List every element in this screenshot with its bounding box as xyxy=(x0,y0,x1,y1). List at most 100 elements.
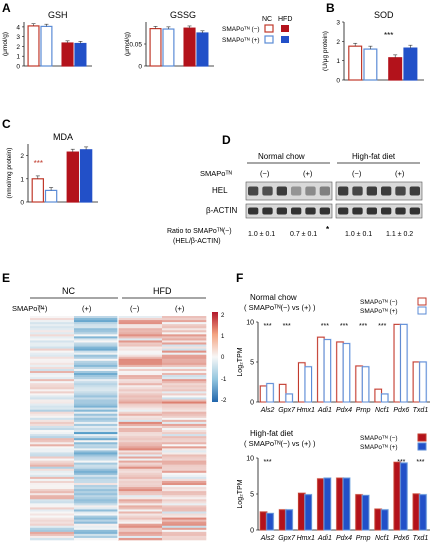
heatmap-cell xyxy=(118,464,163,467)
significance-mark: *** xyxy=(340,323,348,330)
bar xyxy=(285,509,293,531)
heatmap-cell xyxy=(162,421,207,425)
heatmap-cell xyxy=(74,503,119,506)
heatmap-cell xyxy=(162,358,207,362)
heatmap-cell xyxy=(118,497,163,500)
heatmap-cell xyxy=(30,356,75,360)
heatmap-cell xyxy=(30,432,75,435)
bar xyxy=(348,45,363,81)
heatmap-cell xyxy=(118,503,163,506)
heatmap-cell xyxy=(118,499,163,502)
heatmap-cell xyxy=(30,511,75,514)
legend-plus-label: SMAPoᵀᴺ (+) xyxy=(222,37,260,44)
heatmap-cell xyxy=(74,470,119,474)
heatmap-cell xyxy=(74,334,119,337)
heatmap-cell xyxy=(118,489,163,492)
heatmap-cell xyxy=(162,448,207,451)
heatmap-cell xyxy=(118,505,163,508)
heatmap-cell xyxy=(74,387,119,390)
heatmap-cell xyxy=(118,501,163,504)
heatmap-cell xyxy=(74,511,119,514)
heatmap-cell xyxy=(74,501,119,504)
heatmap-cell xyxy=(74,513,119,516)
heatmap-treatment-label: SMAPoᵀᴺ xyxy=(12,304,45,313)
band xyxy=(248,186,259,196)
heatmap-cell xyxy=(118,409,163,413)
y-axis-label: (μmol/g) xyxy=(124,32,131,56)
heatmap-cell xyxy=(162,480,207,484)
chart-title: High-fat diet xyxy=(250,429,294,438)
x-tick-label: Hmx1 xyxy=(297,535,315,542)
x-tick-label: Pdx6 xyxy=(393,535,409,542)
heatmap-cell xyxy=(118,366,163,370)
heatmap-cell xyxy=(162,370,207,374)
heatmap-cell xyxy=(162,523,207,527)
band xyxy=(366,207,377,215)
heatmap-cell xyxy=(74,320,119,323)
x-tick-label: Pdx6 xyxy=(393,407,409,414)
y-tick-label: 3 xyxy=(16,34,20,41)
heatmap-cell xyxy=(118,531,163,535)
bar xyxy=(27,25,40,67)
heatmap-cell xyxy=(118,428,163,431)
heatmap-cell xyxy=(162,366,207,370)
heatmap-cell xyxy=(118,470,163,474)
heatmap-cell xyxy=(74,393,119,396)
x-tick-label: Txd1 xyxy=(413,535,429,542)
bar xyxy=(363,48,378,81)
band xyxy=(338,207,349,215)
heatmap-cell xyxy=(118,466,163,470)
heatmap-cell xyxy=(30,472,75,476)
heatmap-cell xyxy=(162,417,207,421)
heatmap-cell xyxy=(74,529,119,533)
band xyxy=(409,186,420,196)
bar xyxy=(380,509,389,531)
heatmap-cell xyxy=(74,324,119,327)
scale-tick-1: 1 xyxy=(221,334,225,340)
heatmap-cell xyxy=(118,370,163,374)
heatmap-cell xyxy=(74,478,119,482)
heatmap-cell xyxy=(118,537,163,541)
heatmap-cell xyxy=(30,474,75,478)
legend-minus-label: SMAPoᵀᴺ (−) xyxy=(222,26,260,33)
heatmap-cell xyxy=(74,360,119,364)
heatmap-cell xyxy=(30,366,75,370)
x-tick-label: Txd1 xyxy=(413,407,429,414)
heatmap-cell xyxy=(118,348,163,351)
scale-tick-2: 2 xyxy=(221,313,225,319)
band xyxy=(262,186,273,196)
heatmap-cell xyxy=(30,375,75,378)
heatmap-cell xyxy=(118,387,163,390)
heatmap-cell xyxy=(74,462,119,465)
heatmap-cell xyxy=(118,527,163,531)
heatmap-cell xyxy=(162,476,207,480)
heatmap-cell xyxy=(30,466,75,470)
x-tick-label: Als2 xyxy=(260,535,275,542)
band xyxy=(291,207,302,215)
wb-row-hel-label: HEL xyxy=(212,186,228,195)
heatmap-cell xyxy=(30,458,75,461)
heatmap-cell xyxy=(30,503,75,506)
heatmap-cell xyxy=(30,342,75,345)
y-tick-label: 0.05 xyxy=(129,42,142,49)
heatmap-cell xyxy=(118,358,163,362)
bar xyxy=(31,178,45,203)
heatmap-cell xyxy=(74,456,119,459)
heatmap-cell xyxy=(74,322,119,325)
heatmap-cell xyxy=(74,332,119,335)
heatmap-cell xyxy=(30,364,75,368)
heatmap-cell xyxy=(162,322,207,325)
heatmap-cell xyxy=(118,379,163,382)
significance-mark: *** xyxy=(384,31,393,40)
bar xyxy=(400,462,408,531)
heatmap-cell xyxy=(30,407,75,410)
heatmap-cell xyxy=(162,316,207,319)
bar xyxy=(66,151,79,203)
heatmap-cell xyxy=(162,517,207,520)
heatmap-cell xyxy=(162,344,207,347)
heatmap-cell xyxy=(30,499,75,502)
heatmap-cell xyxy=(74,346,119,349)
heatmap-cell xyxy=(74,444,119,447)
wb-ratio-1: 1.0 ± 0.1 xyxy=(248,231,275,238)
heatmap-cell xyxy=(74,460,119,463)
